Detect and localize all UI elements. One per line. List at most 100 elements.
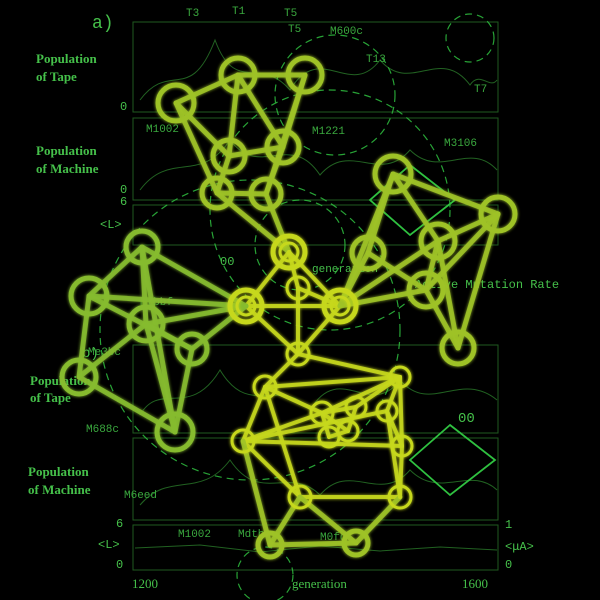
x-tick-1200: 1200 bbox=[132, 576, 158, 591]
network-edge bbox=[365, 250, 429, 293]
network-node bbox=[155, 82, 197, 124]
overlay-00-b: 00 bbox=[458, 411, 475, 427]
network-edge bbox=[287, 250, 300, 290]
network-node bbox=[59, 357, 99, 397]
network-edge bbox=[263, 72, 308, 197]
network-edge bbox=[287, 250, 342, 308]
tape-label: T7 bbox=[474, 84, 487, 96]
a-avg-label: <L> bbox=[100, 218, 122, 232]
a-pop-tape-line1: Population bbox=[36, 51, 97, 66]
dashed-orbit-top-right bbox=[445, 13, 495, 63]
diamond-lower bbox=[408, 423, 497, 497]
tape-label: T3 bbox=[186, 8, 199, 20]
network-node bbox=[387, 484, 413, 510]
network-node bbox=[439, 329, 477, 367]
network-edge bbox=[385, 375, 402, 413]
network-node-inner-ring bbox=[278, 241, 300, 263]
machine-label: M6eed bbox=[124, 490, 157, 502]
network-node-inner-ring bbox=[235, 295, 257, 317]
network-node bbox=[372, 153, 414, 195]
network-edge bbox=[423, 287, 461, 351]
network-edge bbox=[263, 352, 300, 389]
network-node bbox=[252, 374, 278, 400]
x-axis-label: generation bbox=[292, 576, 347, 591]
panel-a-tape-box bbox=[132, 21, 499, 113]
machine-label: M1002 bbox=[178, 529, 211, 541]
network-node bbox=[218, 55, 258, 95]
network-node bbox=[406, 270, 446, 310]
b-right-one: 1 bbox=[505, 518, 512, 532]
network-edge bbox=[241, 439, 302, 499]
network-node bbox=[285, 55, 325, 95]
network-node bbox=[68, 275, 110, 317]
network-node bbox=[174, 331, 210, 367]
network-node bbox=[287, 484, 313, 510]
machine-label: M3106 bbox=[444, 138, 477, 150]
network-edge bbox=[320, 405, 358, 415]
a-machine-zero: 0 bbox=[120, 183, 127, 197]
network-edge bbox=[435, 211, 501, 244]
network-edge bbox=[337, 238, 441, 309]
figure-text: a) Population of Tape Population of Mach… bbox=[28, 14, 559, 591]
network-node bbox=[349, 234, 387, 272]
network-edge bbox=[226, 144, 286, 159]
x-tick-1600: 1600 bbox=[462, 576, 488, 591]
network-node bbox=[255, 530, 285, 560]
network-node bbox=[390, 434, 414, 458]
network-edge bbox=[385, 409, 402, 499]
network-edge bbox=[455, 211, 501, 351]
a-pop-machine-line2: of Machine bbox=[36, 161, 99, 176]
network-node bbox=[123, 228, 161, 266]
tape-label: T13 bbox=[366, 54, 386, 66]
tape-label: T1 bbox=[232, 6, 246, 18]
b-right-axis: <μA> bbox=[505, 540, 534, 554]
network-edge bbox=[76, 293, 92, 380]
network-edge bbox=[263, 375, 402, 389]
network-edge bbox=[189, 303, 249, 352]
network-node bbox=[321, 287, 359, 325]
network-edge bbox=[214, 153, 232, 196]
a-pop-machine-line1: Population bbox=[36, 143, 97, 158]
panel-a-label: a) bbox=[92, 14, 114, 34]
b-zero: 0 bbox=[116, 558, 123, 572]
panel-a-machine-box bbox=[132, 117, 499, 201]
dashed-orbit-upper bbox=[274, 34, 396, 156]
network-edge bbox=[240, 438, 273, 548]
network-edge bbox=[173, 100, 232, 159]
panel-b-tape-box bbox=[132, 344, 499, 434]
network-edge bbox=[214, 190, 269, 197]
network-edge bbox=[173, 72, 241, 106]
b-pop-machine-line2: of Machine bbox=[28, 482, 91, 497]
network-edge bbox=[320, 375, 402, 415]
a-pop-tape-line2: of Tape bbox=[36, 69, 77, 84]
panel-b-label: b) bbox=[82, 346, 99, 362]
network-edge bbox=[86, 244, 145, 299]
network-edge bbox=[423, 238, 441, 293]
panel-b-machine-box bbox=[132, 437, 499, 521]
dashed-orbit-inner bbox=[254, 199, 346, 291]
tape-label: T5 bbox=[288, 24, 301, 36]
a-six: 6 bbox=[120, 195, 127, 209]
b-pop-machine-line1: Population bbox=[28, 464, 89, 479]
network-node bbox=[230, 428, 256, 454]
network-node bbox=[210, 137, 248, 175]
network-edge bbox=[390, 171, 441, 244]
network-node-inner-ring bbox=[329, 295, 351, 317]
a-tape-zero: 0 bbox=[120, 100, 127, 114]
network-node bbox=[478, 194, 518, 234]
network-node bbox=[264, 128, 302, 166]
dashed-orbit-center bbox=[209, 89, 451, 331]
network-edge bbox=[86, 293, 249, 309]
network-node bbox=[248, 176, 284, 212]
network-node bbox=[199, 175, 235, 211]
network-edge bbox=[398, 375, 404, 448]
network-node bbox=[309, 400, 335, 426]
network-node bbox=[126, 304, 166, 344]
tape-label: T5 bbox=[284, 8, 297, 20]
machine-label: M1221 bbox=[312, 126, 345, 138]
network-edge bbox=[267, 494, 303, 548]
network-edge bbox=[139, 244, 249, 309]
panel-b-avg-box bbox=[132, 524, 499, 571]
network-edge bbox=[296, 352, 402, 379]
